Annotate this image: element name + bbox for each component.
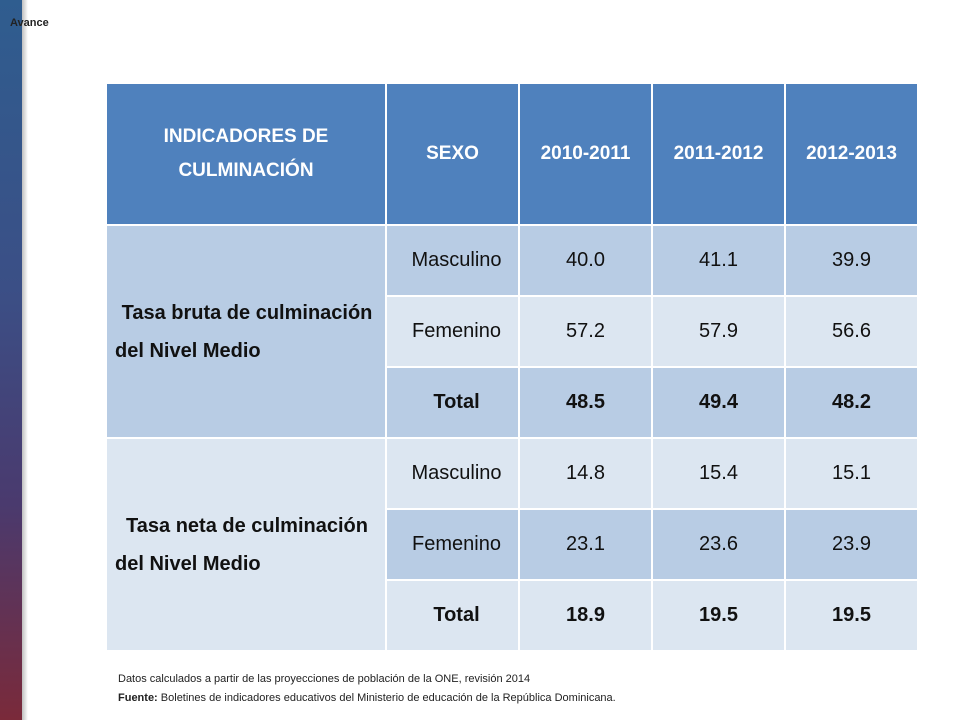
value-cell: 23.9 <box>784 508 919 581</box>
value-cell: 57.2 <box>518 295 653 368</box>
sex-cell: Masculino <box>385 437 520 510</box>
indicator-cell: Tasa neta de culminación del Nivel Medio <box>105 437 387 652</box>
sex-cell: Femenino <box>385 295 520 368</box>
indicators-table: INDICADORES DE CULMINACIÓN SEXO 2010-201… <box>105 82 919 652</box>
value-cell: 40.0 <box>518 224 653 297</box>
value-cell: 39.9 <box>784 224 919 297</box>
header-year-1: 2010-2011 <box>518 82 653 226</box>
value-cell: 18.9 <box>518 579 653 652</box>
table-row: Tasa neta de culminación del Nivel Medio… <box>105 437 919 652</box>
value-cell: 14.8 <box>518 437 653 510</box>
table-row: Total 18.9 19.5 19.5 <box>106 579 919 652</box>
header-indicadores: INDICADORES DE CULMINACIÓN <box>105 82 387 226</box>
value-cell: 56.6 <box>784 295 919 368</box>
table-row: Total 48.5 49.4 48.2 <box>106 366 919 439</box>
value-cell: 23.1 <box>518 508 653 581</box>
value-cell: 57.9 <box>651 295 786 368</box>
value-cell: 41.1 <box>651 224 786 297</box>
value-cell: 19.5 <box>651 579 786 652</box>
sex-cell: Total <box>385 366 520 439</box>
footnote-fuente: Fuente: Boletines de indicadores educati… <box>118 689 616 708</box>
header-sexo: SEXO <box>385 82 520 226</box>
footnote-data-source: Datos calculados a partir de las proyecc… <box>118 673 531 685</box>
value-cell: 15.1 <box>784 437 919 510</box>
indicator-cell: Tasa bruta de culminación del Nivel Medi… <box>105 224 387 439</box>
table-header-row: INDICADORES DE CULMINACIÓN SEXO 2010-201… <box>105 82 919 226</box>
left-bar-shadow <box>22 0 28 720</box>
left-decorative-bar <box>0 0 22 720</box>
footnotes: Datos calculados a partir de las proyecc… <box>118 670 616 708</box>
header-year-3: 2012-2013 <box>784 82 919 226</box>
sex-cell: Femenino <box>385 508 520 581</box>
value-cell: 48.2 <box>784 366 919 439</box>
fuente-text: Boletines de indicadores educativos del … <box>157 692 616 704</box>
value-cell: 23.6 <box>651 508 786 581</box>
corner-label: Avance <box>10 17 49 29</box>
header-year-2: 2011-2012 <box>651 82 786 226</box>
table-row: Femenino 57.2 57.9 56.6 <box>106 295 919 368</box>
value-cell: 48.5 <box>518 366 653 439</box>
value-cell: 15.4 <box>651 437 786 510</box>
table-row: Femenino 23.1 23.6 23.9 <box>106 508 919 581</box>
fuente-label: Fuente: <box>118 692 158 704</box>
value-cell: 19.5 <box>784 579 919 652</box>
sex-cell: Total <box>385 579 520 652</box>
sex-cell: Masculino <box>385 224 520 297</box>
table-row: Tasa bruta de culminación del Nivel Medi… <box>105 224 919 439</box>
value-cell: 49.4 <box>651 366 786 439</box>
